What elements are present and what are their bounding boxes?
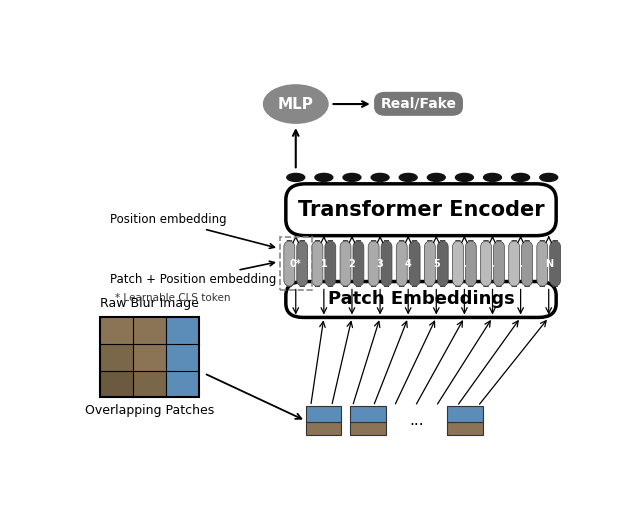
- Ellipse shape: [264, 85, 328, 123]
- Text: .: .: [519, 258, 522, 269]
- FancyBboxPatch shape: [481, 241, 492, 286]
- Bar: [100, 344, 133, 370]
- Text: .: .: [491, 258, 494, 269]
- Bar: [447, 422, 483, 435]
- Ellipse shape: [484, 174, 501, 181]
- Bar: [306, 422, 341, 435]
- Bar: [166, 318, 199, 344]
- Bar: [447, 407, 483, 422]
- Ellipse shape: [343, 174, 361, 181]
- FancyBboxPatch shape: [286, 282, 556, 318]
- FancyBboxPatch shape: [368, 241, 379, 286]
- Text: 2: 2: [349, 258, 355, 269]
- Bar: [350, 407, 386, 422]
- FancyBboxPatch shape: [550, 241, 561, 286]
- Ellipse shape: [315, 174, 333, 181]
- Bar: [306, 407, 341, 422]
- Text: Patch + Position embedding: Patch + Position embedding: [110, 261, 276, 286]
- Text: Transformer Encoder: Transformer Encoder: [298, 200, 544, 220]
- Bar: [133, 318, 166, 344]
- FancyBboxPatch shape: [284, 241, 295, 286]
- Text: Overlapping Patches: Overlapping Patches: [85, 405, 214, 418]
- Bar: [166, 370, 199, 397]
- Ellipse shape: [456, 174, 474, 181]
- Bar: [100, 370, 133, 397]
- FancyBboxPatch shape: [381, 241, 392, 286]
- FancyBboxPatch shape: [325, 241, 336, 286]
- Bar: [166, 344, 199, 370]
- Bar: [350, 422, 386, 435]
- Text: ...: ...: [409, 413, 424, 428]
- Text: .: .: [463, 258, 467, 269]
- Text: Position embedding: Position embedding: [110, 213, 275, 248]
- FancyBboxPatch shape: [522, 241, 532, 286]
- FancyBboxPatch shape: [409, 241, 420, 286]
- Text: 4: 4: [405, 258, 412, 269]
- Bar: [133, 370, 166, 397]
- FancyBboxPatch shape: [340, 241, 351, 286]
- Text: N: N: [545, 258, 553, 269]
- FancyBboxPatch shape: [465, 241, 476, 286]
- Text: 5: 5: [433, 258, 440, 269]
- FancyBboxPatch shape: [375, 93, 462, 115]
- Ellipse shape: [540, 174, 557, 181]
- FancyBboxPatch shape: [509, 241, 520, 286]
- FancyBboxPatch shape: [312, 241, 323, 286]
- Text: 3: 3: [377, 258, 383, 269]
- Ellipse shape: [371, 174, 389, 181]
- Ellipse shape: [287, 174, 305, 181]
- Text: Patch Embeddings: Patch Embeddings: [328, 291, 515, 309]
- FancyBboxPatch shape: [286, 184, 556, 236]
- Ellipse shape: [512, 174, 529, 181]
- FancyBboxPatch shape: [437, 241, 448, 286]
- Ellipse shape: [428, 174, 445, 181]
- FancyBboxPatch shape: [396, 241, 407, 286]
- Bar: [100, 318, 133, 344]
- Bar: [280, 237, 312, 290]
- Text: 0*: 0*: [290, 258, 301, 269]
- Text: MLP: MLP: [278, 96, 314, 111]
- FancyBboxPatch shape: [424, 241, 435, 286]
- Bar: [133, 344, 166, 370]
- Text: Real/Fake: Real/Fake: [381, 97, 456, 111]
- Ellipse shape: [399, 174, 417, 181]
- Text: * Learnable CLS token: * Learnable CLS token: [115, 294, 230, 304]
- Bar: [100, 318, 199, 397]
- FancyBboxPatch shape: [493, 241, 504, 286]
- FancyBboxPatch shape: [297, 241, 308, 286]
- Text: 1: 1: [321, 258, 327, 269]
- Text: Raw Blur Image: Raw Blur Image: [100, 297, 199, 310]
- FancyBboxPatch shape: [537, 241, 548, 286]
- FancyBboxPatch shape: [452, 241, 463, 286]
- FancyBboxPatch shape: [353, 241, 364, 286]
